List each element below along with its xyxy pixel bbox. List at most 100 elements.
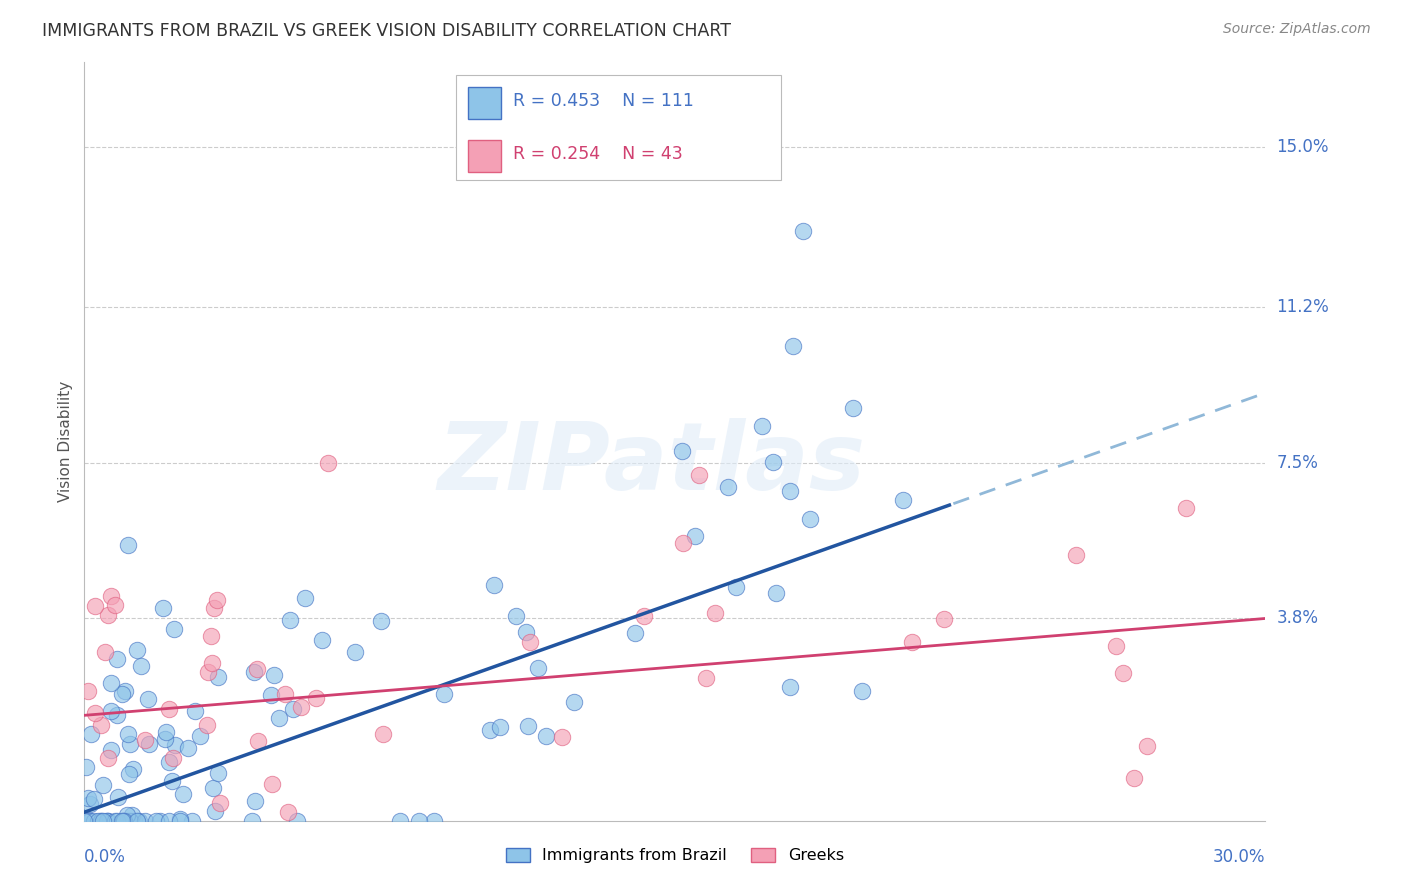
Point xyxy=(107,789,129,804)
Point xyxy=(765,585,787,599)
Point xyxy=(83,706,105,720)
Point xyxy=(311,632,333,647)
Point xyxy=(83,814,105,828)
Point xyxy=(111,687,134,701)
Point xyxy=(703,606,725,620)
Point xyxy=(516,719,538,733)
Point xyxy=(77,814,100,828)
Text: R = 0.254    N = 43: R = 0.254 N = 43 xyxy=(513,145,683,163)
Point xyxy=(90,814,112,828)
Point xyxy=(782,339,804,353)
Point xyxy=(305,690,328,705)
Point xyxy=(671,444,693,458)
Point xyxy=(260,777,283,791)
Point xyxy=(205,592,228,607)
Point xyxy=(792,224,814,238)
Point xyxy=(294,591,316,605)
Point xyxy=(172,787,194,801)
Point xyxy=(534,730,557,744)
Point xyxy=(519,635,541,649)
Point xyxy=(202,780,225,795)
Text: R = 0.453    N = 111: R = 0.453 N = 111 xyxy=(513,93,695,111)
Point xyxy=(202,601,225,615)
Text: Source: ZipAtlas.com: Source: ZipAtlas.com xyxy=(1223,22,1371,37)
Point xyxy=(117,538,139,552)
Point xyxy=(100,704,122,718)
Point xyxy=(100,676,122,690)
Point xyxy=(1174,500,1197,515)
Point xyxy=(180,814,202,828)
Point xyxy=(77,791,100,805)
Point xyxy=(105,814,128,828)
FancyBboxPatch shape xyxy=(468,140,502,171)
Point xyxy=(105,652,128,666)
Point xyxy=(934,612,956,626)
Legend: Immigrants from Brazil, Greeks: Immigrants from Brazil, Greeks xyxy=(499,841,851,870)
Point xyxy=(118,767,141,781)
Point xyxy=(204,804,226,818)
Point xyxy=(122,814,145,828)
Point xyxy=(177,740,200,755)
Point xyxy=(152,600,174,615)
Y-axis label: Vision Disability: Vision Disability xyxy=(58,381,73,502)
Point xyxy=(163,622,186,636)
Point xyxy=(273,687,295,701)
Point xyxy=(125,814,148,828)
Point xyxy=(195,717,218,731)
Point xyxy=(122,762,145,776)
Point xyxy=(125,814,148,828)
FancyBboxPatch shape xyxy=(468,87,502,120)
Text: 7.5%: 7.5% xyxy=(1277,454,1319,472)
Point xyxy=(162,750,184,764)
Point xyxy=(97,607,120,622)
Text: ZIPatlas: ZIPatlas xyxy=(437,418,865,510)
Point xyxy=(1064,548,1087,562)
Point xyxy=(93,814,115,828)
Point xyxy=(114,683,136,698)
Point xyxy=(149,814,172,828)
Point xyxy=(100,589,122,603)
Point xyxy=(551,730,574,744)
Point xyxy=(87,814,110,828)
Point xyxy=(155,724,177,739)
Point xyxy=(725,580,748,594)
Point xyxy=(84,599,107,613)
Point xyxy=(482,578,505,592)
Point xyxy=(207,670,229,684)
Point xyxy=(207,766,229,780)
Point xyxy=(90,814,112,828)
Text: IMMIGRANTS FROM BRAZIL VS GREEK VISION DISABILITY CORRELATION CHART: IMMIGRANTS FROM BRAZIL VS GREEK VISION D… xyxy=(42,22,731,40)
Point xyxy=(891,492,914,507)
Text: 11.2%: 11.2% xyxy=(1277,298,1329,316)
Point xyxy=(153,731,176,746)
Point xyxy=(90,718,112,732)
Point xyxy=(1105,640,1128,654)
Point xyxy=(157,702,180,716)
Point xyxy=(263,667,285,681)
Point xyxy=(209,796,232,810)
Point xyxy=(91,778,114,792)
Text: 30.0%: 30.0% xyxy=(1213,848,1265,866)
Point xyxy=(188,729,211,743)
Point xyxy=(779,484,801,499)
Point xyxy=(283,702,305,716)
Point xyxy=(83,792,105,806)
Point xyxy=(240,814,263,828)
Point xyxy=(433,687,456,701)
Point xyxy=(515,624,537,639)
Point xyxy=(851,683,873,698)
Point xyxy=(165,738,187,752)
Point xyxy=(371,727,394,741)
Point xyxy=(111,814,134,828)
Point xyxy=(138,737,160,751)
Point xyxy=(73,814,96,828)
Point xyxy=(388,814,411,828)
Point xyxy=(160,773,183,788)
Point xyxy=(105,707,128,722)
Point xyxy=(683,529,706,543)
Point xyxy=(145,814,167,828)
Point xyxy=(526,661,548,675)
Point xyxy=(128,814,150,828)
Point xyxy=(157,814,180,828)
Point xyxy=(717,479,740,493)
